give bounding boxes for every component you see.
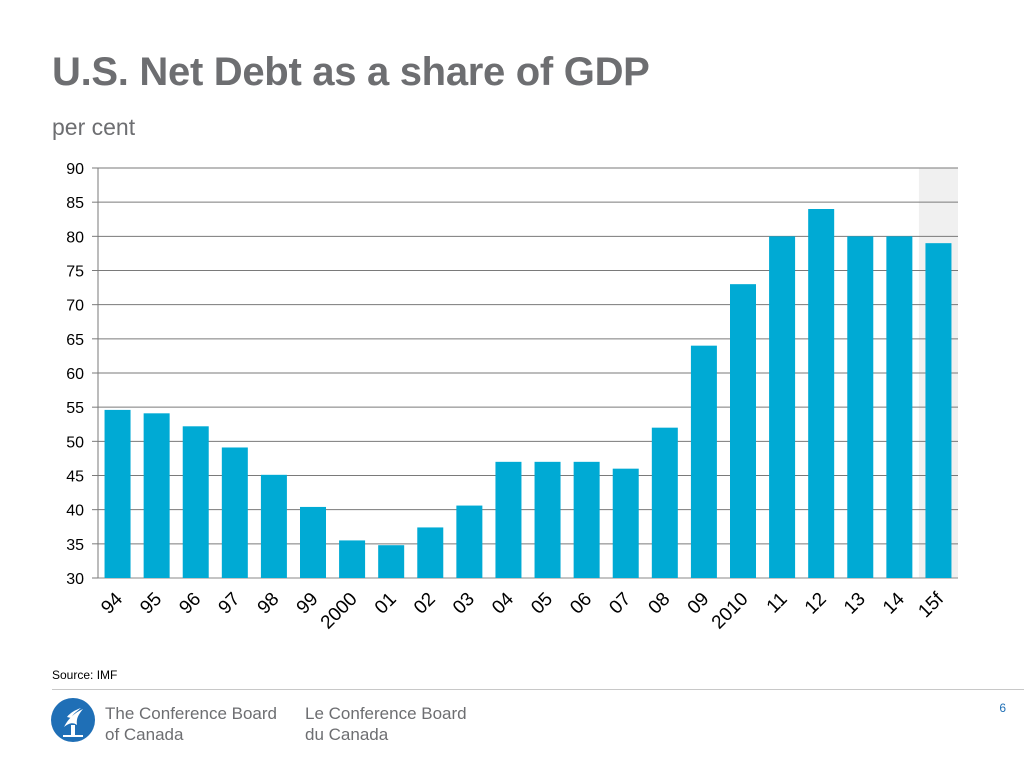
y-tick-label-55: 55 xyxy=(66,400,84,417)
org-name-french-line1: Le Conference Board xyxy=(305,704,467,723)
bar-14 xyxy=(886,236,913,579)
y-tick-label-85: 85 xyxy=(66,195,84,212)
y-tick-label-50: 50 xyxy=(66,434,84,451)
slide-title: U.S. Net Debt as a share of GDP xyxy=(52,50,650,94)
bar-15f xyxy=(925,243,952,578)
org-name-english-line2: of Canada xyxy=(105,725,184,744)
bar-02 xyxy=(417,527,444,578)
org-name-french: Le Conference Board du Canada xyxy=(305,703,467,745)
y-tick-label-30: 30 xyxy=(66,571,84,588)
unit-subtitle: per cent xyxy=(52,114,136,140)
bar-07 xyxy=(612,468,639,578)
x-tick-label-95: 95 xyxy=(136,589,166,619)
bar-2010 xyxy=(730,284,756,578)
x-tick-label-08: 08 xyxy=(645,589,675,619)
org-name-french-line2: du Canada xyxy=(305,725,389,744)
x-tick-label-06: 06 xyxy=(566,589,596,619)
conference-board-logo-icon xyxy=(51,698,95,742)
bar-05 xyxy=(534,461,561,578)
org-name-english-line1: The Conference Board xyxy=(105,704,277,723)
x-tick-label-97: 97 xyxy=(215,589,245,619)
x-tick-label-15f: 15f xyxy=(914,588,948,622)
y-tick-label-35: 35 xyxy=(66,537,84,554)
x-tick-label-04: 04 xyxy=(488,588,518,618)
x-tick-label-11: 11 xyxy=(763,589,792,618)
x-tick-label-2010: 2010 xyxy=(708,589,753,634)
bar-04 xyxy=(495,461,522,578)
bar-12 xyxy=(808,209,835,578)
y-tick-label-80: 80 xyxy=(66,229,84,246)
source-note: Source: IMF xyxy=(52,668,118,682)
y-tick-label-75: 75 xyxy=(66,264,84,281)
bar-96 xyxy=(182,426,209,578)
bar-99 xyxy=(300,506,326,578)
bar-2000 xyxy=(339,540,366,578)
bar-06 xyxy=(573,461,600,578)
bar-94 xyxy=(104,409,131,578)
x-tick-label-03: 03 xyxy=(449,589,479,619)
x-tick-label-09: 09 xyxy=(684,589,714,619)
x-tick-label-14: 14 xyxy=(879,588,909,618)
bar-09 xyxy=(690,345,717,578)
y-tick-label-70: 70 xyxy=(66,298,84,315)
x-tick-label-99: 99 xyxy=(293,589,323,619)
y-tick-label-90: 90 xyxy=(66,161,84,178)
bar-01 xyxy=(378,545,405,578)
x-tick-label-2000: 2000 xyxy=(317,589,362,634)
footer-divider xyxy=(52,689,1024,690)
bar-11 xyxy=(769,236,796,579)
bar-97 xyxy=(221,447,248,578)
page-number: 6 xyxy=(999,701,1006,715)
org-name-english: The Conference Board of Canada xyxy=(105,703,277,745)
x-tick-label-98: 98 xyxy=(254,589,284,619)
bar-98 xyxy=(260,474,287,578)
y-tick-label-45: 45 xyxy=(66,469,84,486)
x-tick-label-07: 07 xyxy=(605,589,635,619)
bar-08 xyxy=(651,427,678,578)
x-tick-label-13: 13 xyxy=(840,589,870,619)
bar-95 xyxy=(143,413,170,578)
x-tick-label-05: 05 xyxy=(527,589,557,619)
y-tick-label-40: 40 xyxy=(66,503,84,520)
bar-13 xyxy=(847,236,874,579)
x-tick-label-96: 96 xyxy=(175,589,205,619)
y-tick-label-60: 60 xyxy=(66,366,84,383)
y-tick-label-65: 65 xyxy=(66,332,84,349)
x-tick-label-01: 01 xyxy=(371,589,401,619)
x-tick-label-12: 12 xyxy=(801,589,831,619)
x-tick-label-94: 94 xyxy=(97,588,127,618)
x-tick-label-02: 02 xyxy=(410,589,440,619)
bar-03 xyxy=(456,505,483,578)
